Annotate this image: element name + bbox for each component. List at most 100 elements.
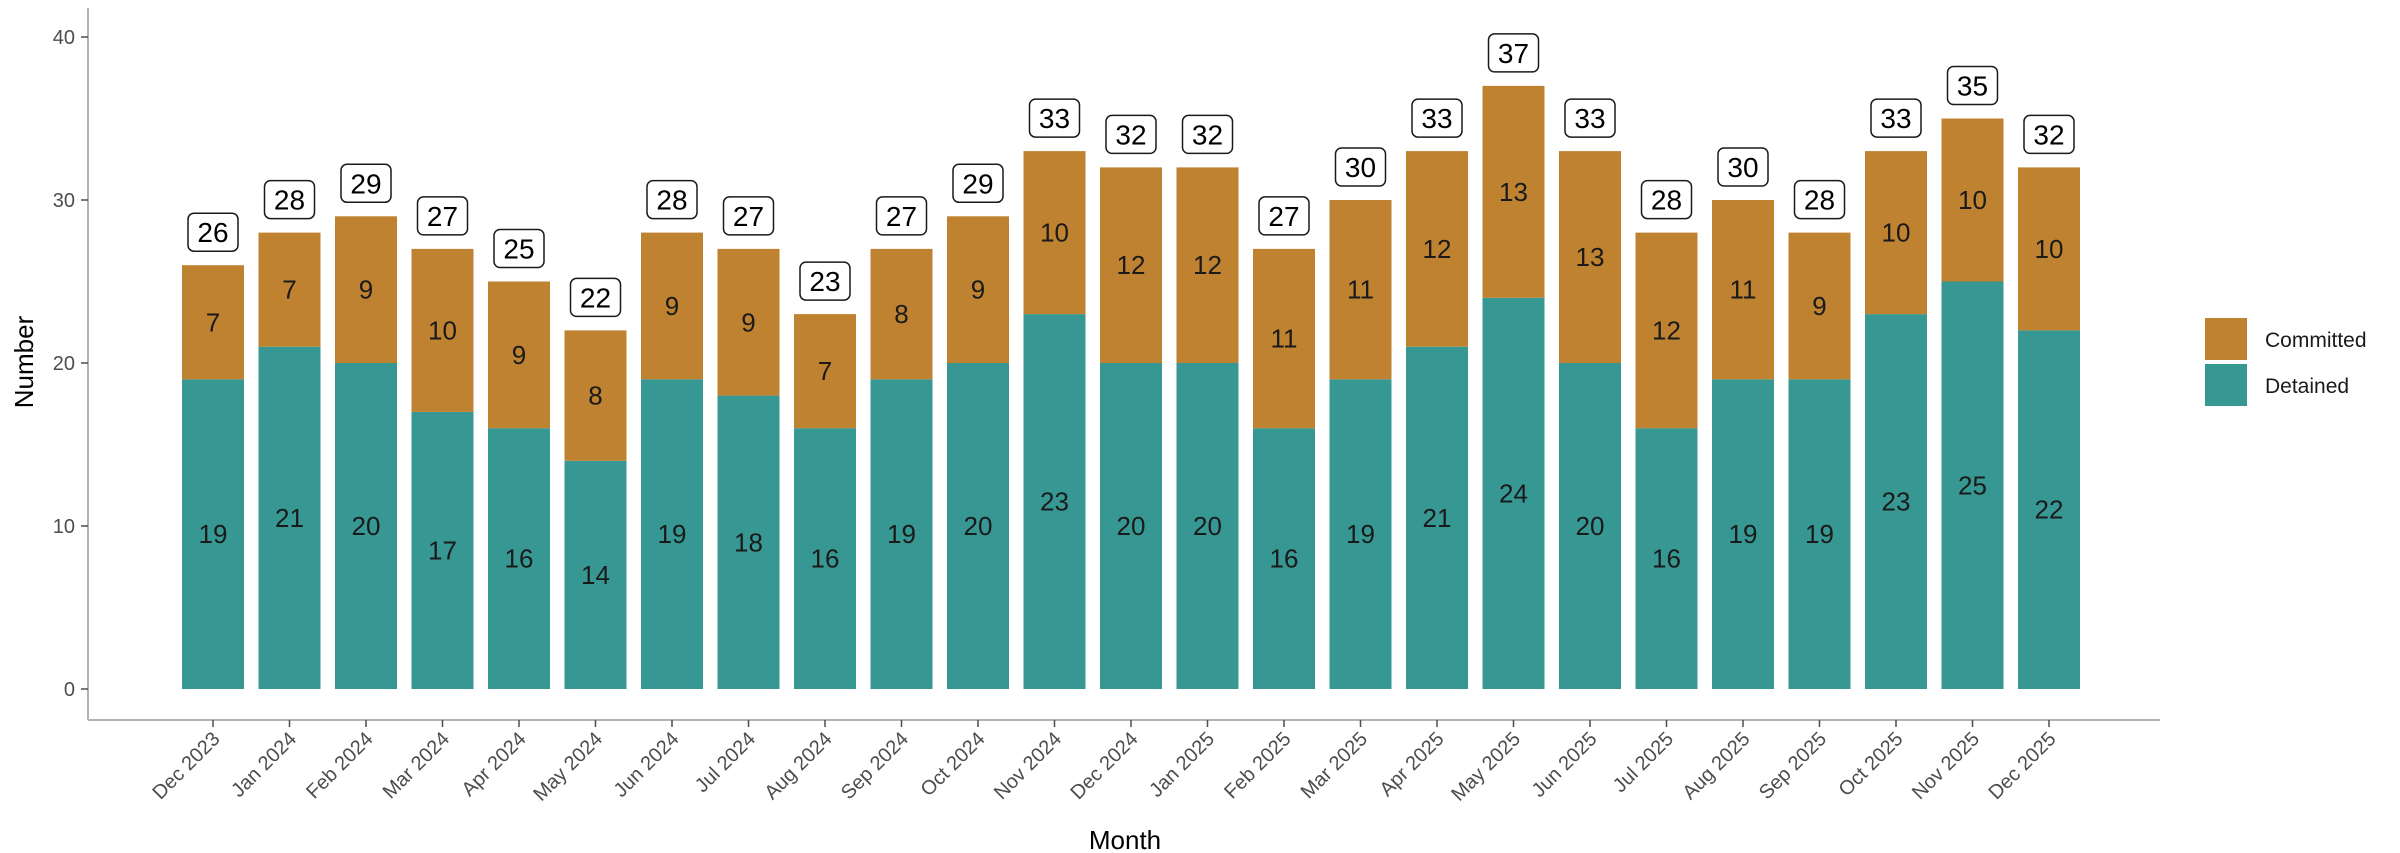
detained-value-label: 19 (199, 519, 228, 549)
y-tick-label: 30 (53, 190, 75, 212)
bar-detained (1941, 281, 2004, 689)
detained-value-label: 16 (1652, 544, 1681, 574)
committed-value-label: 12 (1193, 250, 1222, 280)
detained-value-label: 23 (1882, 487, 1911, 517)
total-label-box (340, 163, 392, 204)
bar-committed (1941, 118, 2004, 282)
bar-detained (870, 379, 933, 689)
x-tick-label: Jan 2025 (1145, 728, 1219, 802)
committed-value-label: 10 (1882, 218, 1911, 248)
y-tick-label: 40 (53, 27, 75, 49)
y-axis-title: Number (9, 315, 39, 408)
y-tick-label: 0 (64, 679, 75, 701)
bar-detained (564, 460, 627, 689)
total-label-box (646, 179, 698, 220)
x-tick-label: Oct 2024 (917, 728, 990, 801)
committed-value-label: 9 (665, 291, 679, 321)
total-label-box (1258, 196, 1310, 236)
total-value-label: 37 (1498, 38, 1529, 69)
bar-committed (411, 248, 474, 412)
y-tick-label: 20 (53, 353, 75, 375)
bar-committed (1023, 151, 1086, 315)
committed-value-label: 9 (512, 340, 526, 370)
bar-committed (1635, 232, 1698, 429)
x-tick-label: Apr 2025 (1376, 728, 1449, 801)
total-value-label: 33 (1880, 103, 1911, 134)
detained-value-label: 21 (1423, 503, 1452, 533)
detained-value-label: 14 (581, 560, 610, 590)
bar-detained (2018, 330, 2080, 689)
committed-value-label: 8 (588, 381, 602, 411)
x-tick-label: Dec 2025 (1984, 728, 2060, 804)
x-tick-label: Dec 2024 (1066, 728, 1142, 804)
bar-detained (1329, 379, 1392, 689)
total-label-box (1487, 33, 1540, 73)
x-axis-title: Month (1089, 825, 1161, 853)
total-label-box (722, 196, 775, 236)
bar-detained (258, 346, 321, 689)
bar-detained (1559, 363, 1621, 689)
total-value-label: 32 (2033, 119, 2064, 150)
bar-detained (1635, 428, 1698, 689)
total-value-label: 25 (503, 234, 534, 265)
committed-value-label: 11 (1347, 275, 1374, 305)
bar-detained (1406, 346, 1468, 689)
total-label-box (1181, 114, 1234, 155)
legend-label-committed: Committed (2265, 329, 2367, 352)
total-label-box (1028, 98, 1081, 138)
bar-committed (1329, 200, 1392, 380)
committed-value-label: 7 (282, 275, 296, 305)
detained-value-label: 23 (1040, 487, 1069, 517)
x-tick-label: Jul 2025 (1609, 728, 1678, 797)
x-tick-labels: Dec 2023 Jan 2024 Feb 2024 Mar 2024 Apr 2024… (148, 720, 2061, 806)
bar-committed (870, 248, 933, 380)
detained-value-label: 19 (658, 519, 687, 549)
committed-value-label: 12 (1117, 250, 1146, 280)
x-tick-label: Sep 2024 (837, 728, 913, 804)
bar-detained (947, 363, 1009, 689)
committed-value-label: 9 (359, 275, 373, 305)
bar-committed (1100, 167, 1162, 363)
committed-value-label: 8 (894, 299, 908, 329)
committed-value-label: 13 (1499, 177, 1528, 207)
total-value-label: 35 (1957, 71, 1988, 102)
detained-value-label: 16 (505, 544, 534, 574)
committed-value-label: 13 (1576, 242, 1605, 272)
bar-detained (1482, 297, 1545, 689)
detained-value-label: 20 (352, 511, 381, 541)
x-tick-label: Jun 2025 (1528, 728, 1602, 802)
bar-committed (641, 232, 703, 380)
total-value-label: 27 (427, 201, 458, 232)
bar-detained (1712, 379, 1774, 689)
bar-committed (2018, 167, 2080, 331)
detained-value-label: 19 (887, 519, 916, 549)
committed-value-label: 10 (428, 315, 457, 345)
committed-value-label: 9 (741, 307, 755, 337)
bar-detained (641, 379, 703, 689)
total-value-label: 28 (1804, 185, 1835, 216)
committed-value-label: 10 (1958, 185, 1987, 215)
total-value-label: 32 (1192, 119, 1223, 150)
bar-committed (335, 216, 397, 363)
total-value-label: 28 (1651, 185, 1682, 216)
bar-detained (1176, 363, 1239, 689)
axes (87, 8, 2160, 721)
x-tick-label: Oct 2025 (1835, 728, 1908, 801)
bar-committed (1788, 232, 1851, 380)
x-tick-label: Mar 2025 (1297, 728, 1372, 803)
x-tick-label: Sep 2025 (1755, 728, 1831, 804)
bar-detained (1023, 314, 1086, 689)
bar-committed (1482, 85, 1545, 298)
committed-value-label: 11 (1271, 324, 1298, 354)
bars (182, 85, 2080, 689)
total-label-box (569, 277, 622, 318)
total-value-label: 29 (350, 168, 381, 199)
committed-value-label: 9 (971, 275, 985, 305)
detained-value-label: 20 (964, 511, 993, 541)
committed-value-label: 9 (1812, 291, 1826, 321)
x-tick-label: Aug 2024 (760, 728, 836, 804)
bar-committed (794, 314, 856, 429)
total-value-label: 27 (1268, 201, 1299, 232)
bar-committed (1712, 200, 1774, 380)
x-tick-label: Jul 2024 (691, 728, 760, 797)
